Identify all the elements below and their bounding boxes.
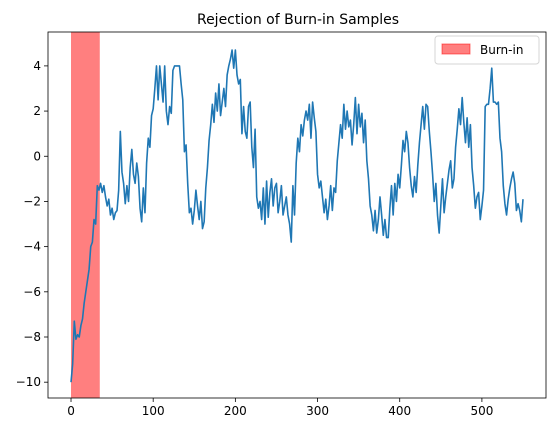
y-tick-label: −10 bbox=[16, 375, 41, 389]
y-tick-label: −4 bbox=[23, 240, 41, 254]
x-tick-label: 100 bbox=[142, 404, 165, 418]
y-tick-label: −2 bbox=[23, 194, 41, 208]
x-tick-label: 0 bbox=[67, 404, 75, 418]
x-tick-label: 300 bbox=[306, 404, 329, 418]
x-tick-label: 200 bbox=[224, 404, 247, 418]
y-tick-label: 4 bbox=[33, 59, 41, 73]
x-tick-label: 400 bbox=[388, 404, 411, 418]
y-tick-label: 0 bbox=[33, 149, 41, 163]
legend: Burn-in bbox=[435, 36, 539, 64]
legend-burn-in-swatch bbox=[442, 44, 470, 54]
x-tick-label: 500 bbox=[470, 404, 493, 418]
y-tick-label: −8 bbox=[23, 330, 41, 344]
legend-burn-in-label: Burn-in bbox=[480, 43, 523, 57]
y-tick-label: 2 bbox=[33, 104, 41, 118]
chart-title: Rejection of Burn-in Samples bbox=[197, 12, 399, 28]
y-tick-label: −6 bbox=[23, 285, 41, 299]
